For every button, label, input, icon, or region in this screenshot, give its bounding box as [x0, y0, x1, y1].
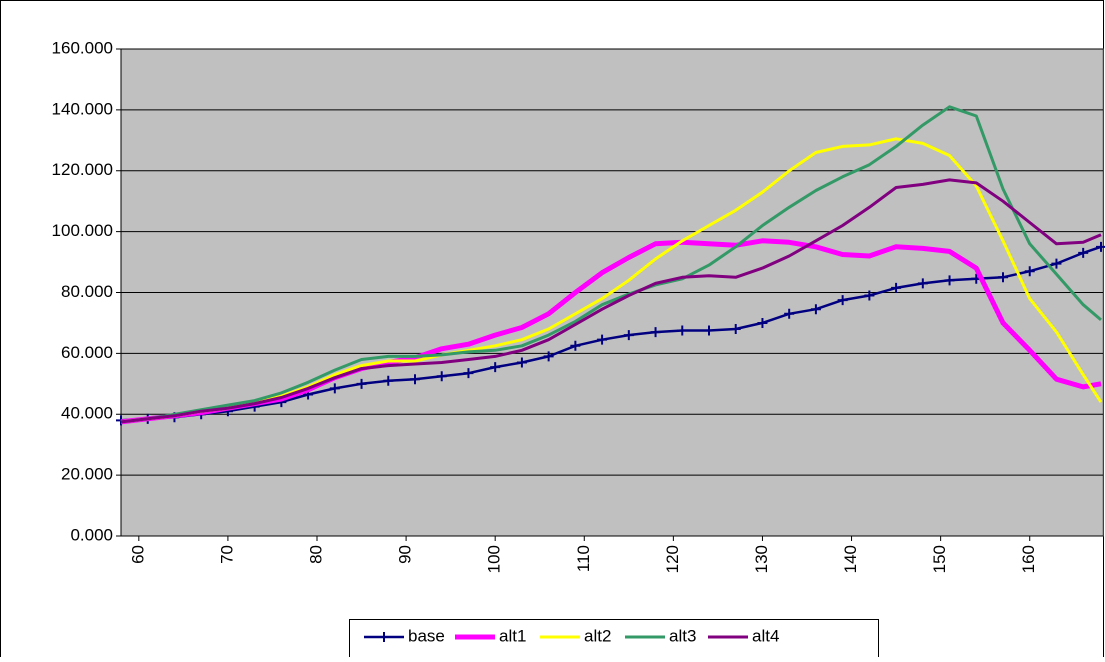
data-point	[1078, 247, 1089, 258]
data-point	[329, 383, 340, 394]
legend-label: base	[408, 626, 445, 645]
x-tick-label: 150	[930, 545, 949, 573]
data-point	[490, 362, 501, 373]
y-tick-label: 140.000	[52, 99, 113, 118]
x-tick-label: 110	[574, 545, 593, 572]
x-tick-label: 80	[306, 545, 325, 564]
x-tick-label: 90	[396, 545, 415, 564]
data-point	[810, 304, 821, 315]
data-point	[891, 282, 902, 293]
data-point	[356, 378, 367, 389]
data-point	[917, 278, 928, 289]
legend-label: alt4	[752, 626, 779, 645]
data-point	[1024, 266, 1035, 277]
data-point	[998, 272, 1008, 283]
legend-label: alt2	[584, 626, 611, 645]
data-point	[623, 330, 634, 341]
legend-box	[349, 619, 879, 662]
series-line	[120, 105, 1102, 424]
y-tick-label: 20.000	[61, 465, 113, 484]
data-point	[650, 327, 661, 338]
y-tick-label: 160.000	[52, 38, 113, 57]
x-tick-label: 130	[752, 545, 771, 573]
data-point	[570, 340, 581, 351]
y-tick-label: 100.000	[52, 221, 113, 240]
data-point	[597, 334, 608, 345]
data-point	[1051, 258, 1062, 269]
legend-label: alt3	[669, 626, 696, 645]
x-tick-label: 160	[1019, 545, 1038, 573]
data-point	[704, 325, 714, 336]
data-point	[677, 325, 688, 336]
y-tick-label: 60.000	[61, 343, 113, 362]
x-tick-label: 120	[663, 545, 682, 573]
legend-label: alt1	[499, 626, 526, 645]
data-point	[784, 308, 795, 319]
y-tick-label: 120.000	[52, 160, 113, 179]
data-point	[410, 374, 420, 385]
x-tick-label: 100	[485, 545, 504, 573]
legend-marker	[379, 632, 389, 642]
data-point	[944, 275, 955, 286]
x-tick-label: 60	[128, 545, 147, 564]
data-point	[383, 375, 394, 386]
legend: base alt1 alt2 alt3 alt4	[349, 619, 879, 662]
data-point	[864, 290, 875, 301]
y-tick-label: 40.000	[61, 404, 113, 423]
data-point	[436, 371, 447, 382]
x-tick-label: 140	[841, 545, 860, 573]
data-point	[543, 351, 554, 362]
data-point	[463, 368, 474, 379]
y-tick-label: 0.000	[70, 525, 113, 544]
data-point	[1096, 241, 1105, 252]
data-point	[730, 324, 741, 335]
data-point	[516, 357, 527, 368]
series-line	[120, 178, 1102, 424]
y-tick-label: 80.000	[61, 282, 113, 301]
data-point	[757, 317, 768, 328]
data-point	[837, 295, 848, 306]
x-tick-label: 70	[217, 545, 236, 564]
